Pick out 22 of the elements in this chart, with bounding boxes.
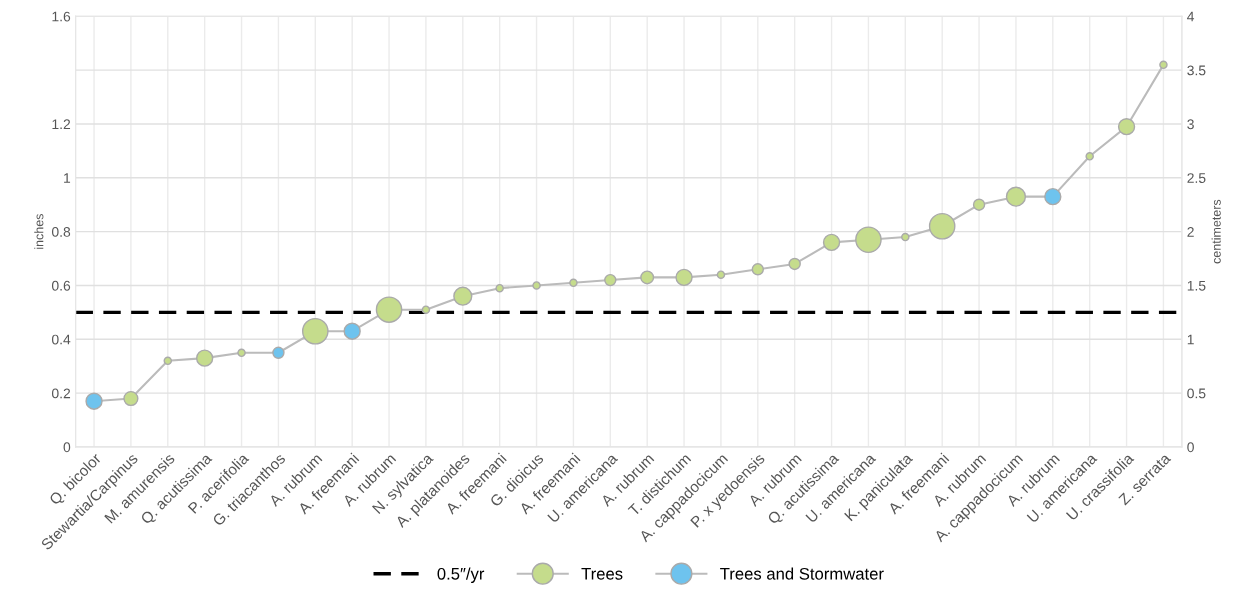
legend-label: Trees and Stormwater xyxy=(720,567,884,580)
y-tick-label: 1.6 xyxy=(52,11,71,22)
y2-tick-label: 3 xyxy=(1187,119,1194,130)
legend-label: Trees xyxy=(581,568,623,580)
y-tick-label: 0.6 xyxy=(51,280,71,291)
legend-label: 0.5″/yr xyxy=(437,567,485,584)
y2-tick-label: 3.5 xyxy=(1187,65,1206,76)
y2-tick-label: 4 xyxy=(1187,11,1195,22)
y-tick-label: 0.4 xyxy=(51,334,71,345)
y2-tick-label: 0 xyxy=(1187,442,1194,453)
y2-tick-label: 1 xyxy=(1187,334,1194,345)
y-tick-label: 0 xyxy=(63,442,71,453)
y-tick-label: 0.2 xyxy=(51,388,71,399)
y2-tick-label: 0.5 xyxy=(1187,388,1206,399)
y2-axis-title: centimeters xyxy=(1211,199,1221,264)
y2-tick-label: 2 xyxy=(1187,226,1194,237)
y-axis-title: inches xyxy=(34,214,44,249)
y-tick-label: 0.8 xyxy=(51,226,71,237)
y2-tick-label: 2.5 xyxy=(1187,173,1206,183)
y-tick-label: 1 xyxy=(64,173,71,183)
y-tick-label: 1.2 xyxy=(52,119,71,129)
y2-tick-label: 1.5 xyxy=(1187,280,1206,291)
